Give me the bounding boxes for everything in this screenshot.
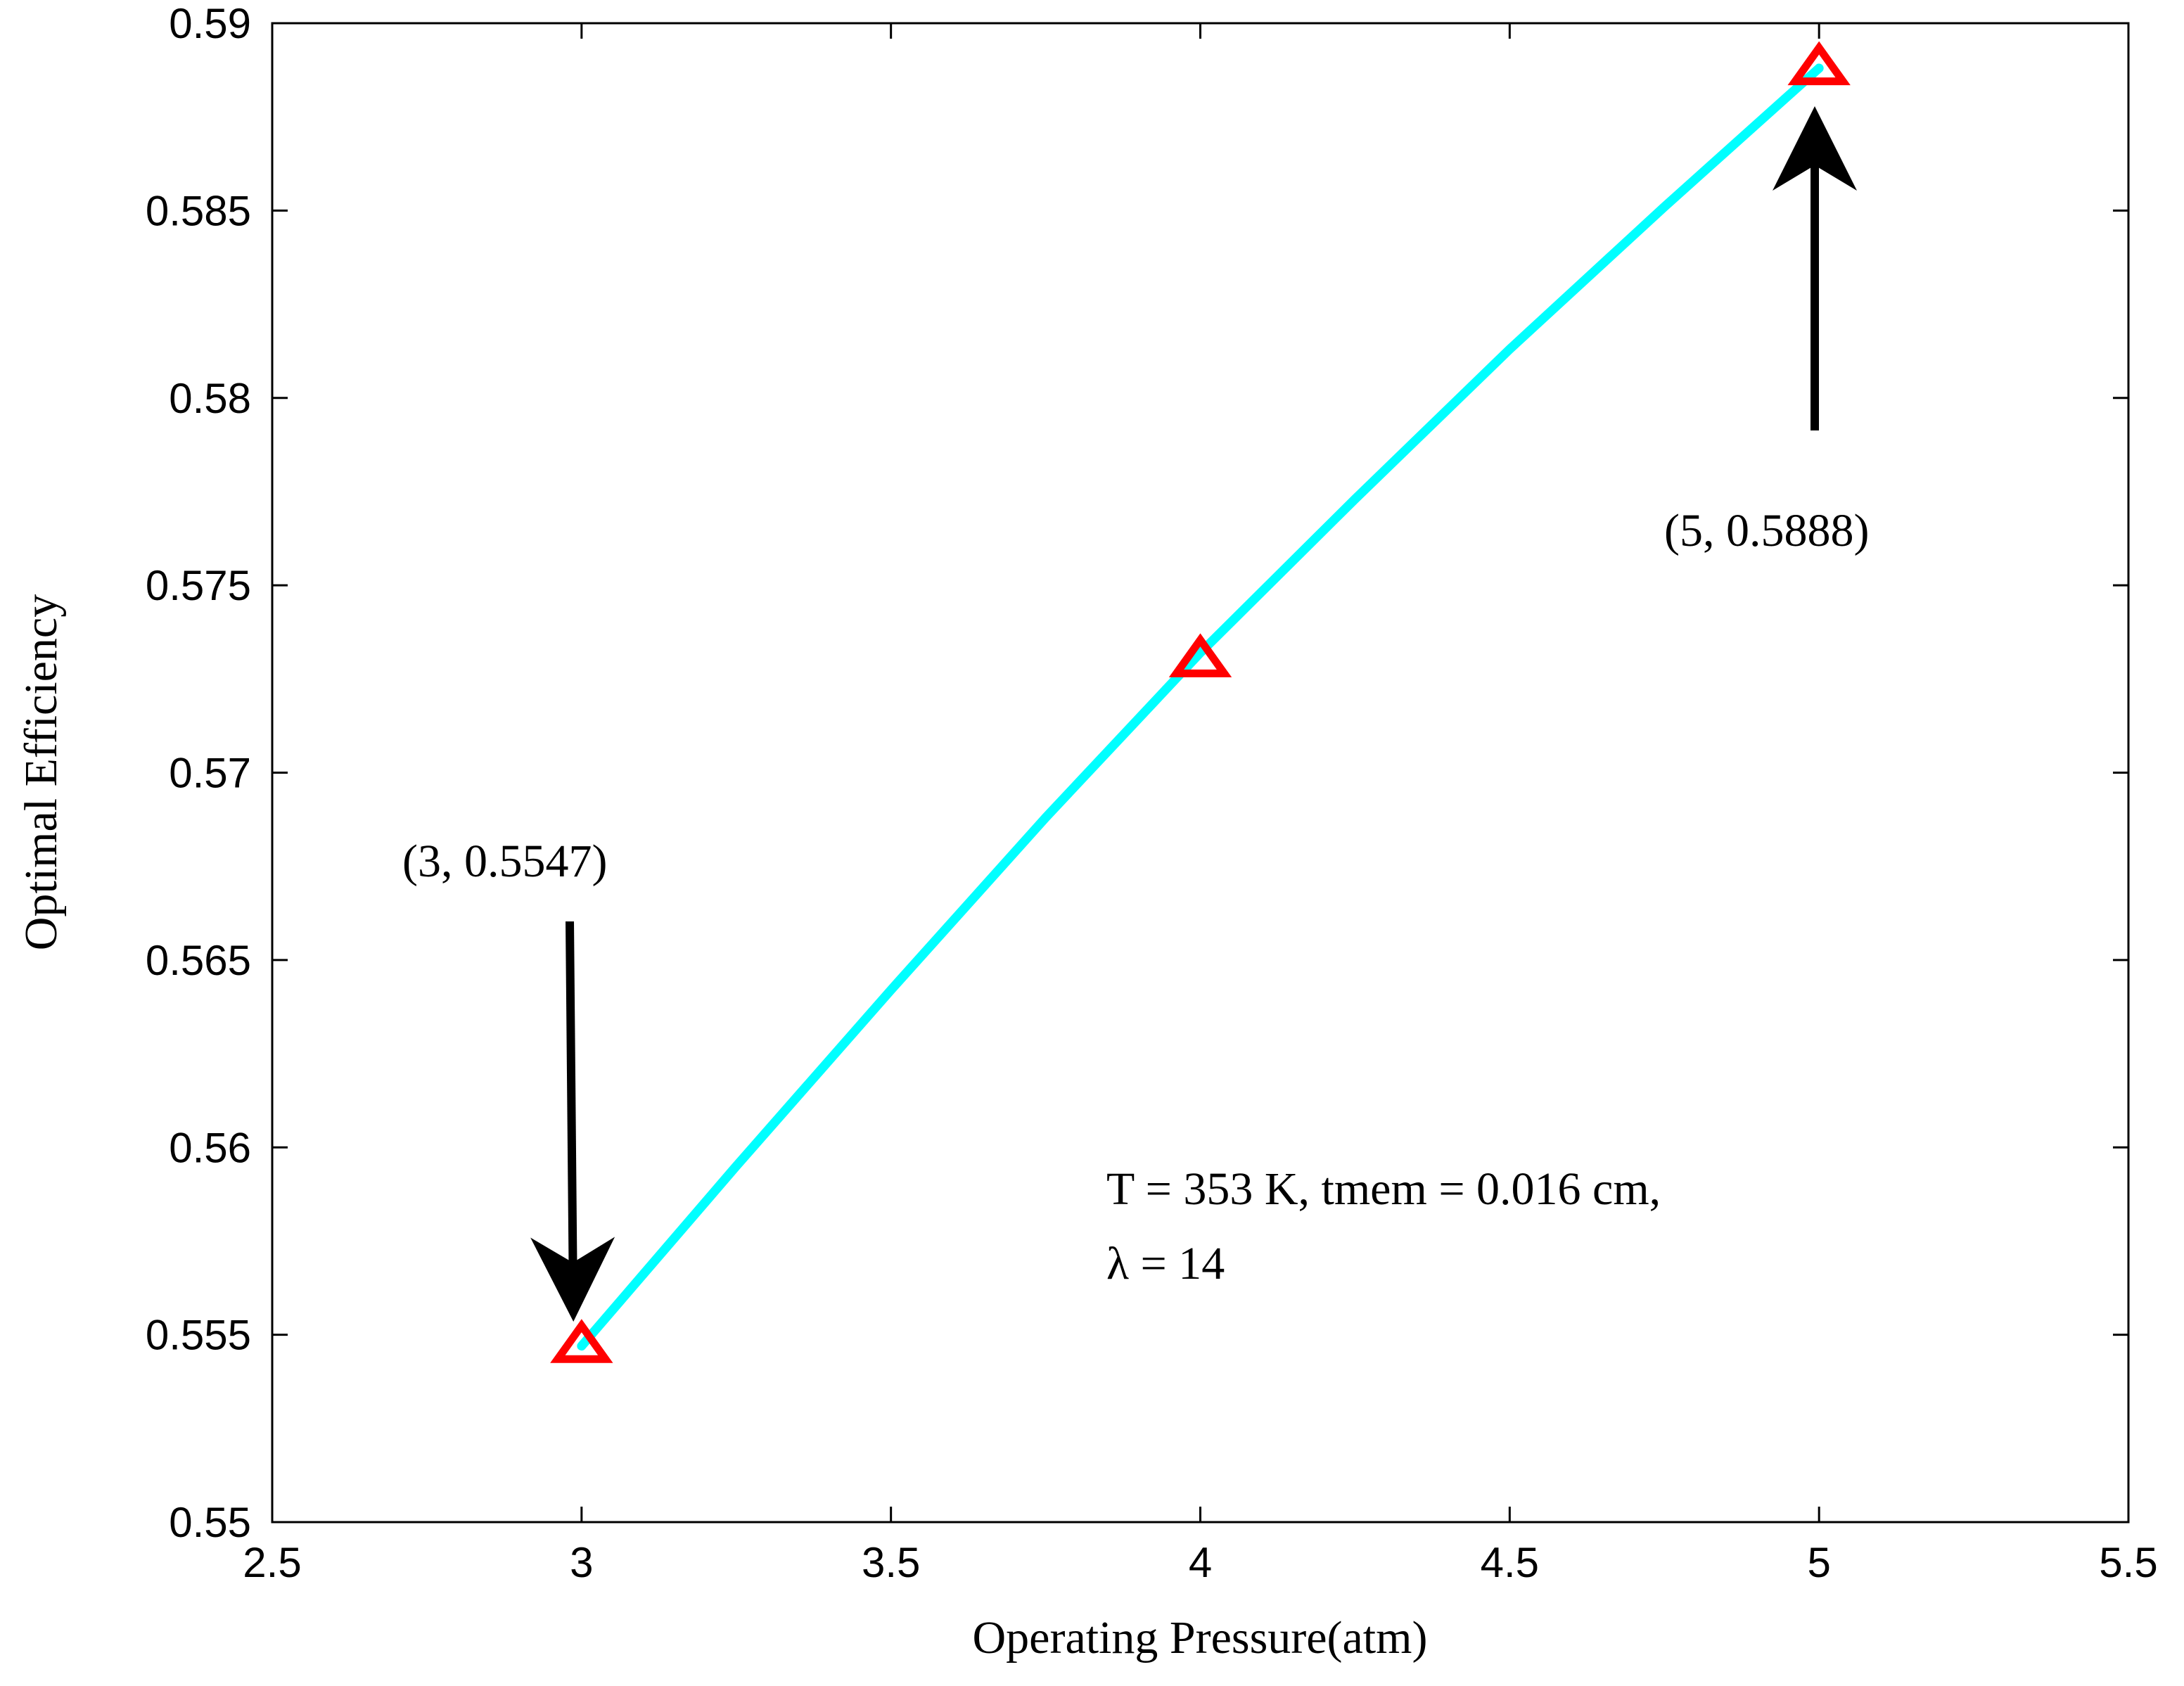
y-tick-label: 0.59	[169, 0, 251, 47]
x-tick-label: 5	[1807, 1539, 1830, 1586]
tick-labels: 2.5 3 3.5 4 4.5 5 5.5 0.55 0.555 0.56 0.565 0.57 0.5…	[146, 0, 2158, 1586]
triangle-marker	[550, 1319, 613, 1363]
triangle-marker	[1168, 633, 1232, 677]
y-tick-label: 0.58	[169, 375, 251, 422]
y-tick-label: 0.575	[146, 562, 251, 609]
x-axis-title: Operating Pressure(atm)	[973, 1612, 1428, 1663]
parameters-line-2: λ = 14	[1106, 1238, 1225, 1289]
x-tick-label: 4.5	[1481, 1539, 1539, 1586]
x-tick-label: 3	[570, 1539, 593, 1586]
y-tick-label: 0.555	[146, 1312, 251, 1359]
x-tick-label: 5.5	[2099, 1539, 2157, 1586]
axis-ticks	[271, 22, 2130, 1524]
y-tick-label: 0.55	[169, 1499, 251, 1546]
plot-frame	[271, 22, 2130, 1524]
annotation-left: (3, 0.5547)	[402, 836, 607, 887]
triangle-marker	[1787, 41, 1851, 86]
markers-layer	[550, 41, 1851, 1363]
parameters-line-1: T = 353 K, tmem = 0.016 cm,	[1106, 1163, 1661, 1215]
x-tick-label: 4	[1189, 1539, 1212, 1586]
arrow-left	[530, 921, 615, 1322]
y-tick-label: 0.56	[169, 1124, 251, 1171]
x-tick-label: 2.5	[243, 1539, 301, 1586]
y-tick-label: 0.585	[146, 187, 251, 234]
efficiency-line	[577, 63, 1824, 1351]
series-layer	[577, 63, 1824, 1351]
y-tick-label: 0.565	[146, 937, 251, 984]
annotation-right: (5, 0.5888)	[1664, 505, 1869, 556]
y-tick-label: 0.57	[169, 750, 251, 797]
x-tick-label: 3.5	[862, 1539, 920, 1586]
y-axis-title: Optimal Efficiency	[15, 594, 67, 950]
